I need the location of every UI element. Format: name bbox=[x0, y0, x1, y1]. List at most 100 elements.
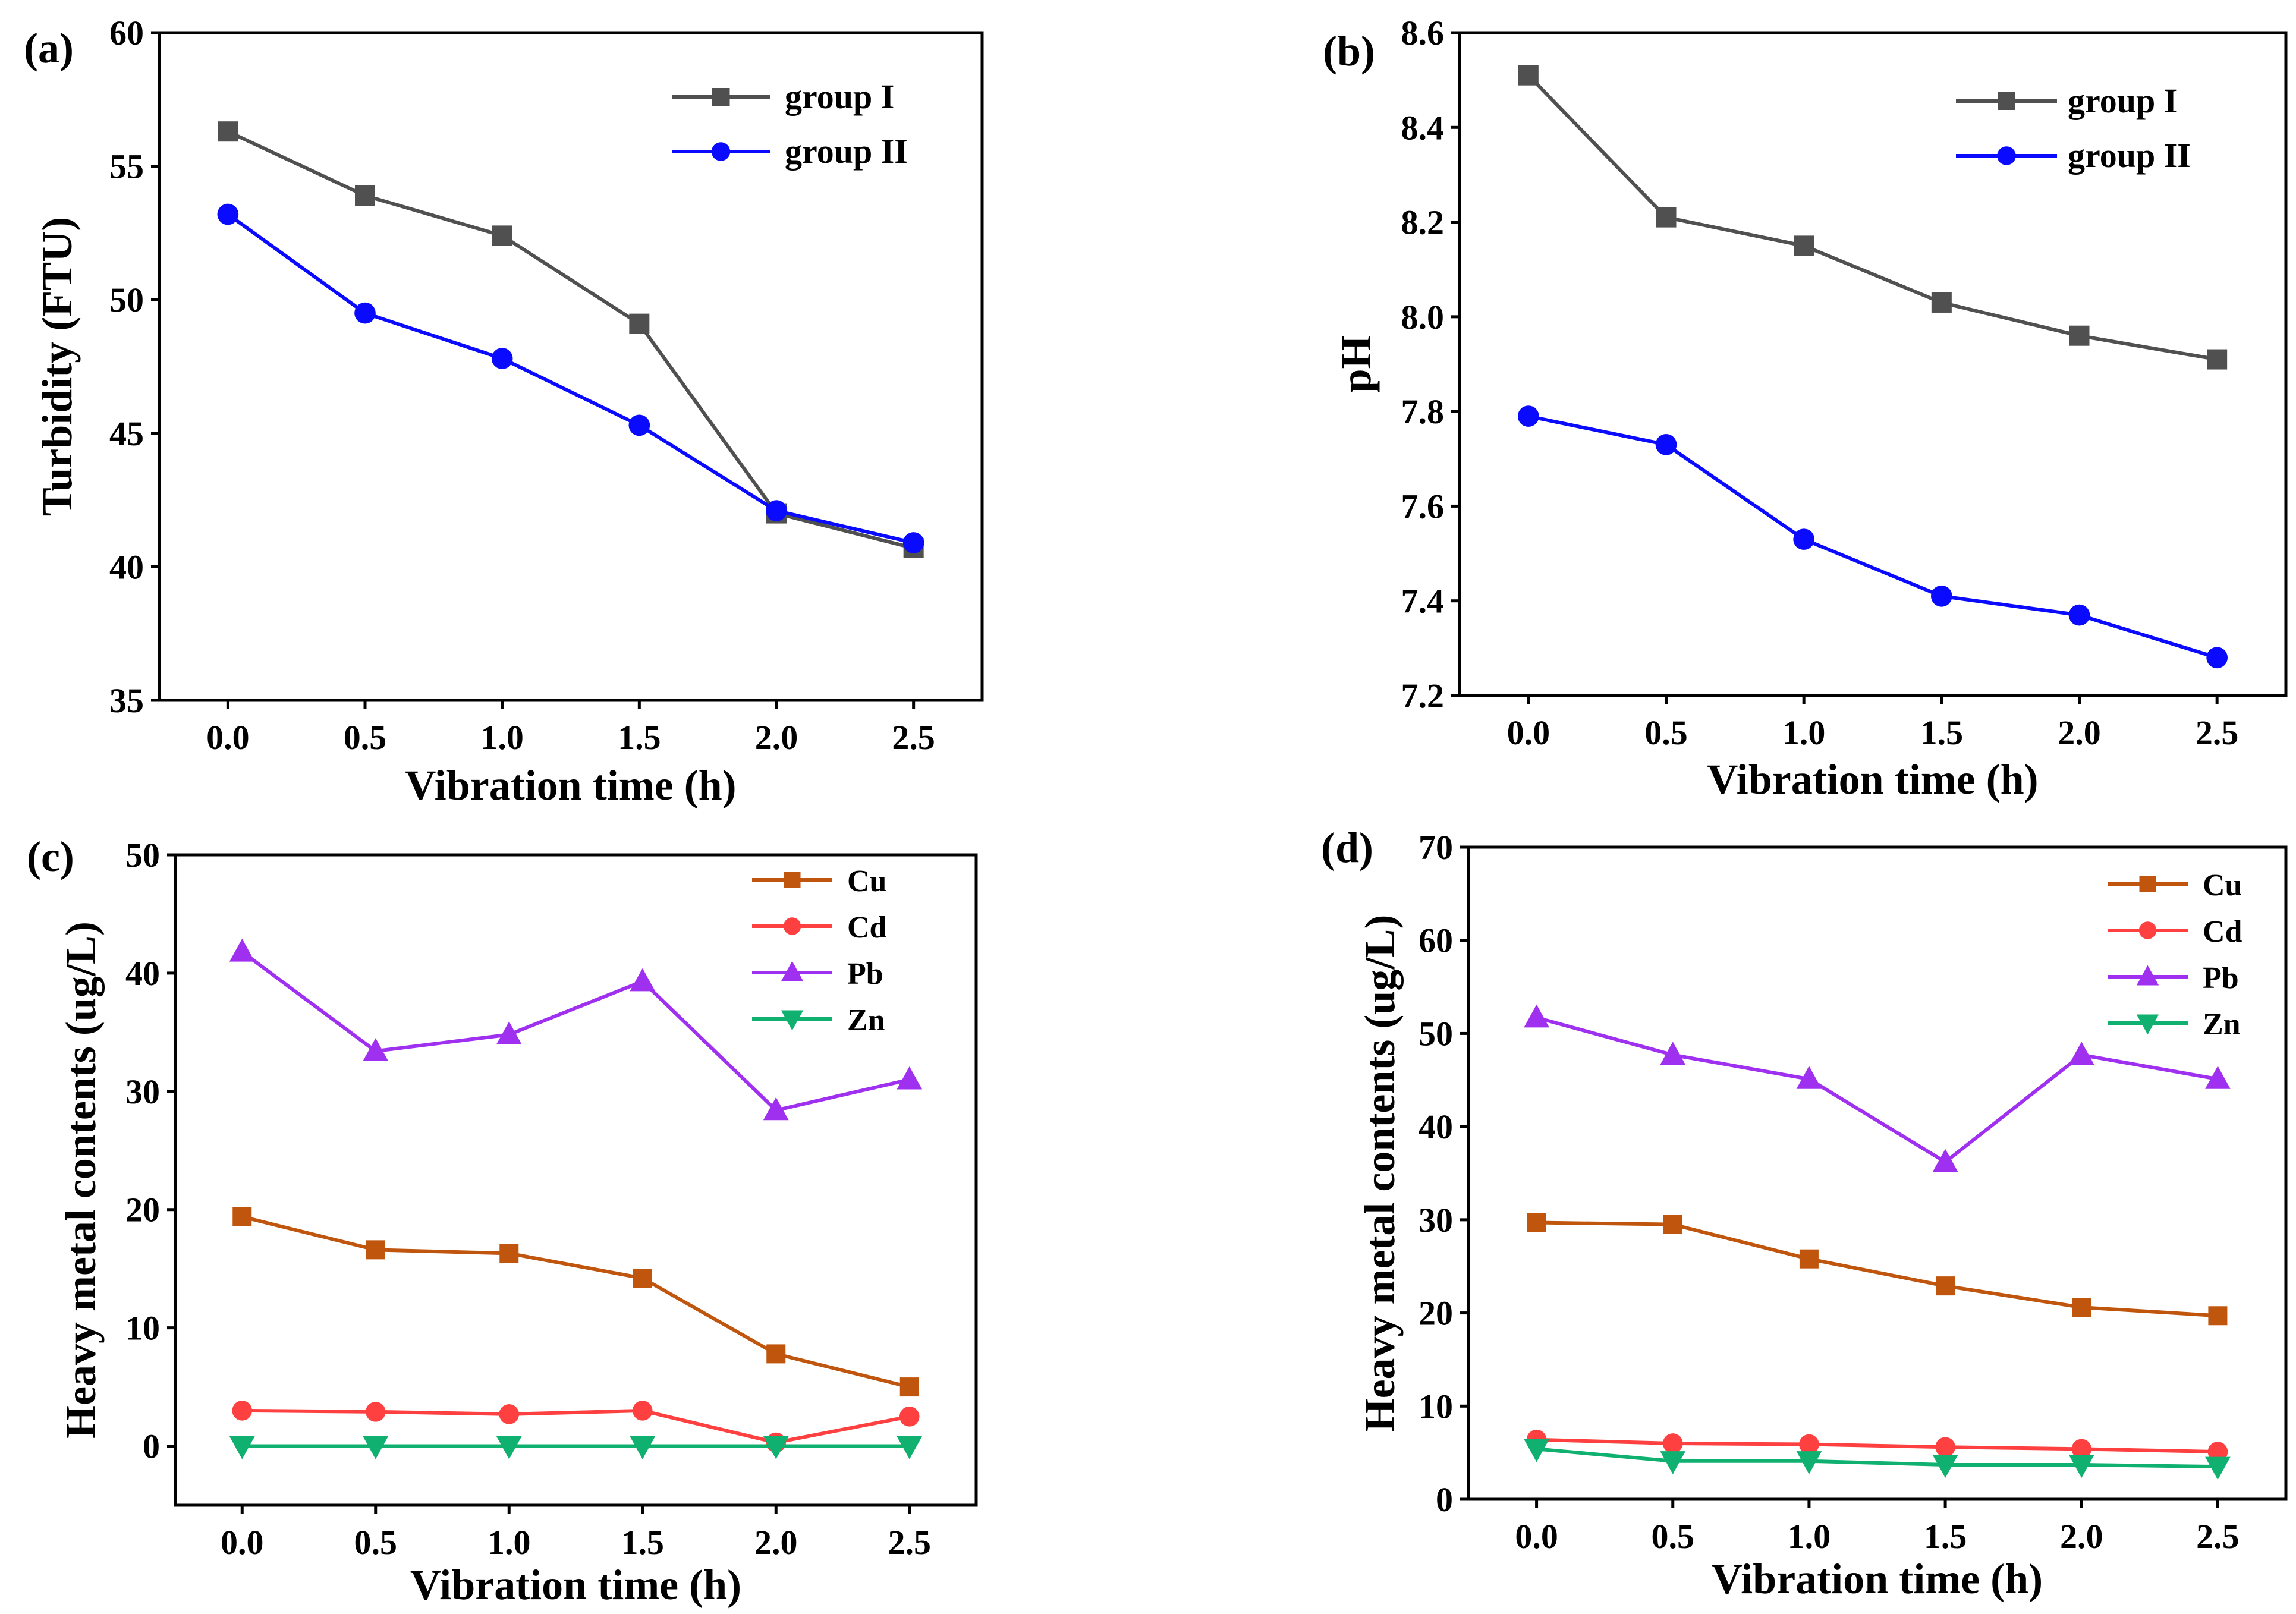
data-point bbox=[2207, 349, 2228, 370]
data-point bbox=[766, 500, 787, 521]
data-point bbox=[1796, 1451, 1822, 1474]
data-point bbox=[902, 532, 924, 553]
data-point bbox=[2205, 1066, 2231, 1089]
plot-frame bbox=[1467, 845, 2288, 1501]
legend-marker bbox=[712, 88, 730, 106]
data-point bbox=[217, 203, 239, 225]
x-tick-label: 0.0 bbox=[221, 1523, 264, 1562]
data-point bbox=[629, 313, 650, 334]
legend-marker bbox=[2139, 876, 2156, 892]
y-tick-label: 50 bbox=[109, 281, 144, 319]
plot-frame bbox=[1458, 31, 2288, 697]
legend-marker bbox=[2138, 921, 2157, 939]
x-tick-label: 0.5 bbox=[344, 718, 387, 757]
x-tick-label: 2.5 bbox=[2196, 713, 2239, 752]
series-line bbox=[1528, 414, 2218, 660]
x-axis-title: Vibration time (h) bbox=[410, 1561, 741, 1609]
data-point bbox=[1656, 207, 1677, 228]
legend-label: Pb bbox=[2203, 961, 2239, 995]
data-point bbox=[499, 1244, 519, 1263]
y-axis-title: Heavy metal contents (ug/L) bbox=[1356, 915, 1404, 1432]
legend-label: group II bbox=[785, 132, 908, 171]
data-point bbox=[232, 1207, 252, 1226]
data-point bbox=[499, 1404, 520, 1424]
data-point bbox=[630, 1436, 656, 1459]
data-point bbox=[1932, 1149, 1958, 1172]
legend-marker bbox=[783, 917, 801, 935]
data-point bbox=[1793, 528, 1815, 550]
data-point bbox=[232, 1401, 253, 1421]
y-tick-label: 55 bbox=[109, 147, 144, 186]
panel-label: (a) bbox=[24, 24, 74, 72]
y-tick-label: 7.8 bbox=[1401, 392, 1445, 431]
x-tick-label: 0.0 bbox=[1515, 1517, 1558, 1556]
data-point bbox=[1799, 1434, 1819, 1455]
chart-panel: 0.0 0.5 1.0 1.5 2.0 2.5 7.2 7.4 7.6 7.8 8.0 8.2 8.4 8… bbox=[1323, 14, 2288, 803]
data-point bbox=[899, 1407, 920, 1427]
y-tick-label: 20 bbox=[1419, 1294, 1453, 1333]
x-tick-label: 0.0 bbox=[1507, 713, 1550, 752]
data-point bbox=[1524, 1439, 1549, 1462]
chart-panel: 0.0 0.5 1.0 1.5 2.0 2.5 0 10 20 30 40 50 60 70 Vibrati… bbox=[1321, 824, 2288, 1603]
y-tick-label: 70 bbox=[1419, 828, 1453, 867]
x-tick-label: 1.0 bbox=[487, 1523, 531, 1562]
panel-label: (d) bbox=[1321, 824, 1373, 872]
data-point bbox=[1655, 434, 1677, 455]
x-tick-label: 2.0 bbox=[2060, 1517, 2103, 1556]
y-tick-label: 8.2 bbox=[1401, 203, 1445, 242]
legend-marker bbox=[1997, 146, 2016, 165]
data-point bbox=[366, 1240, 385, 1260]
data-point bbox=[633, 1269, 652, 1288]
data-point bbox=[496, 1436, 522, 1459]
series-line bbox=[242, 1408, 910, 1445]
legend-label: Cu bbox=[2203, 869, 2242, 902]
data-point bbox=[2072, 1298, 2091, 1317]
x-tick-label: 1.0 bbox=[1788, 1517, 1831, 1556]
data-point bbox=[2205, 1456, 2231, 1480]
legend-marker bbox=[781, 961, 804, 981]
y-tick-label: 0 bbox=[1436, 1480, 1453, 1519]
data-point bbox=[496, 1021, 522, 1044]
data-point bbox=[1518, 65, 1539, 86]
y-axis-title: Turbidity (FTU) bbox=[33, 217, 81, 516]
data-point bbox=[1660, 1042, 1686, 1065]
data-point bbox=[1799, 1249, 1819, 1269]
data-point bbox=[492, 225, 512, 246]
data-point bbox=[766, 1344, 786, 1364]
series-line bbox=[227, 213, 914, 545]
x-tick-label: 2.5 bbox=[2196, 1517, 2240, 1556]
y-tick-label: 45 bbox=[109, 414, 144, 453]
legend-marker bbox=[781, 1010, 804, 1031]
data-point bbox=[2208, 1306, 2228, 1326]
data-point bbox=[630, 968, 656, 992]
x-tick-label: 1.5 bbox=[618, 718, 661, 757]
y-tick-label: 7.4 bbox=[1401, 582, 1445, 621]
x-tick-label: 0.5 bbox=[1644, 713, 1688, 752]
panel-label: (c) bbox=[27, 833, 74, 880]
data-point bbox=[628, 414, 650, 436]
y-tick-label: 7.6 bbox=[1401, 487, 1445, 526]
data-point bbox=[218, 121, 238, 142]
data-point bbox=[1662, 1433, 1683, 1453]
y-tick-label: 0 bbox=[143, 1427, 160, 1466]
y-tick-label: 8.0 bbox=[1401, 298, 1445, 336]
y-tick-label: 8.4 bbox=[1401, 108, 1445, 147]
legend: Cu Cd Pb Zn bbox=[752, 864, 887, 1037]
series-line bbox=[227, 130, 914, 550]
x-tick-label: 2.0 bbox=[754, 1523, 798, 1562]
series-line bbox=[1536, 1447, 2218, 1469]
y-tick-label: 7.2 bbox=[1401, 677, 1445, 715]
data-point bbox=[763, 1097, 789, 1121]
plot-frame bbox=[174, 853, 978, 1507]
y-tick-label: 35 bbox=[109, 681, 144, 720]
data-point bbox=[2206, 647, 2228, 669]
y-axis-title: Heavy metal contents (ug/L) bbox=[57, 921, 105, 1439]
legend: group I group II bbox=[1956, 81, 2191, 175]
x-tick-label: 1.5 bbox=[1924, 1517, 1967, 1556]
y-tick-label: 40 bbox=[125, 954, 160, 993]
y-tick-label: 40 bbox=[1419, 1108, 1453, 1146]
y-tick-label: 30 bbox=[1419, 1201, 1453, 1239]
data-point bbox=[1663, 1215, 1682, 1234]
series-line bbox=[1536, 1437, 2218, 1454]
